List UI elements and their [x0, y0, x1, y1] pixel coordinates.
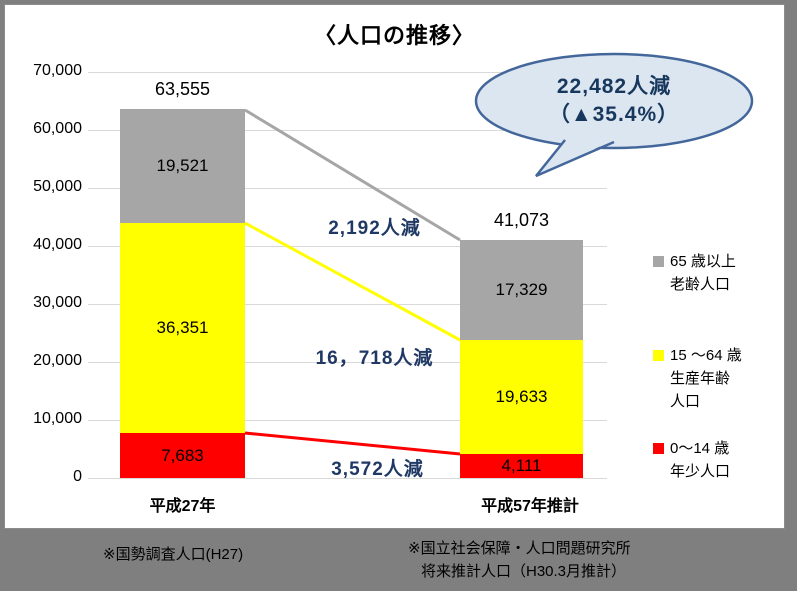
total-label-h27: 63,555 — [154, 79, 211, 99]
chart-title: 〈人口の推移〉 — [313, 23, 475, 48]
segment-value: 19,521 — [156, 156, 209, 175]
legend-text-line: 人口 — [670, 393, 701, 410]
gridline-70000 — [88, 72, 607, 73]
legend-swatch-elderly — [653, 256, 664, 267]
note-source-h27: ※国勢調査人口(H27) — [103, 546, 244, 563]
total-label-h57: 41,073 — [493, 210, 550, 230]
legend-item-working: 15 ～64 歳 生産年齢 人口 — [653, 344, 778, 413]
gridline-20000 — [88, 362, 607, 363]
y-axis-tick: 40,000 — [33, 236, 82, 253]
segment-elderly-h27: 19,521 — [120, 109, 245, 223]
segment-value: 19,633 — [495, 387, 548, 406]
legend-text-line: 老齢人口 — [670, 276, 731, 293]
bubble-text-line1: 22,482人減 — [556, 75, 672, 98]
gridline-0 — [88, 478, 607, 479]
segment-value: 17,329 — [495, 280, 548, 299]
legend-text-line: 65 歳以上 — [670, 253, 736, 270]
legend-label-working: 15 ～64 歳 生産年齢 人口 — [670, 344, 742, 413]
x-label-h27: 平成27年 — [149, 498, 216, 515]
segment-working-h57: 19,633 — [460, 340, 583, 454]
delta-label-elderly: 2,192人減 — [328, 218, 421, 239]
legend-text-line: 15 ～64 歳 — [670, 347, 742, 364]
segment-value: 4,111 — [501, 456, 542, 475]
legend-swatch-working — [653, 350, 664, 361]
legend-text-line: 0～14 歳 — [670, 440, 730, 457]
segment-value: 7,683 — [161, 445, 204, 465]
bubble-text-line2: （▲35.4%） — [548, 103, 680, 126]
legend-swatch-young — [653, 443, 664, 454]
gridline-10000 — [88, 420, 607, 421]
legend-item-elderly: 65 歳以上 老齢人口 — [653, 250, 778, 296]
delta-label-working: 16，718人減 — [315, 348, 434, 369]
bubble-text: 22,482人減 （▲35.4%） — [494, 73, 734, 129]
note-source-projection: ※国立社会保障・人口問題研究所 将来推計人口（H30.3月推計） — [408, 537, 631, 583]
y-axis-tick: 10,000 — [33, 410, 82, 427]
y-axis-tick: 0 — [73, 468, 82, 485]
y-axis-tick: 60,000 — [33, 120, 82, 137]
note-source-projection-line2: 将来推計人口（H30.3月推計） — [421, 563, 627, 580]
segment-working-h27: 36,351 — [120, 223, 245, 433]
y-axis-tick: 70,000 — [33, 62, 82, 79]
segment-elderly-h57: 17,329 — [460, 240, 583, 340]
legend-label-elderly: 65 歳以上 老齢人口 — [670, 250, 736, 296]
legend-text-line: 年少人口 — [670, 463, 731, 480]
legend-item-young: 0～14 歳 年少人口 — [653, 437, 778, 483]
segment-young-h57: 4,111 — [460, 454, 583, 478]
y-axis-tick: 50,000 — [33, 178, 82, 195]
x-label-h57: 平成57年推計 — [481, 498, 579, 515]
legend: 65 歳以上 老齢人口 15 ～64 歳 生産年齢 人口 0～14 歳 年少人口 — [653, 250, 778, 483]
note-source-projection-line1: ※国立社会保障・人口問題研究所 — [408, 540, 631, 557]
y-axis-tick: 20,000 — [33, 352, 82, 369]
segment-young-h27: 7,683 — [120, 433, 245, 478]
legend-text-line: 生産年齢 — [670, 370, 731, 387]
segment-value: 36,351 — [156, 318, 209, 337]
legend-label-young: 0～14 歳 年少人口 — [670, 437, 730, 483]
delta-label-young: 3,572人減 — [331, 459, 424, 480]
y-axis-tick: 30,000 — [33, 294, 82, 311]
